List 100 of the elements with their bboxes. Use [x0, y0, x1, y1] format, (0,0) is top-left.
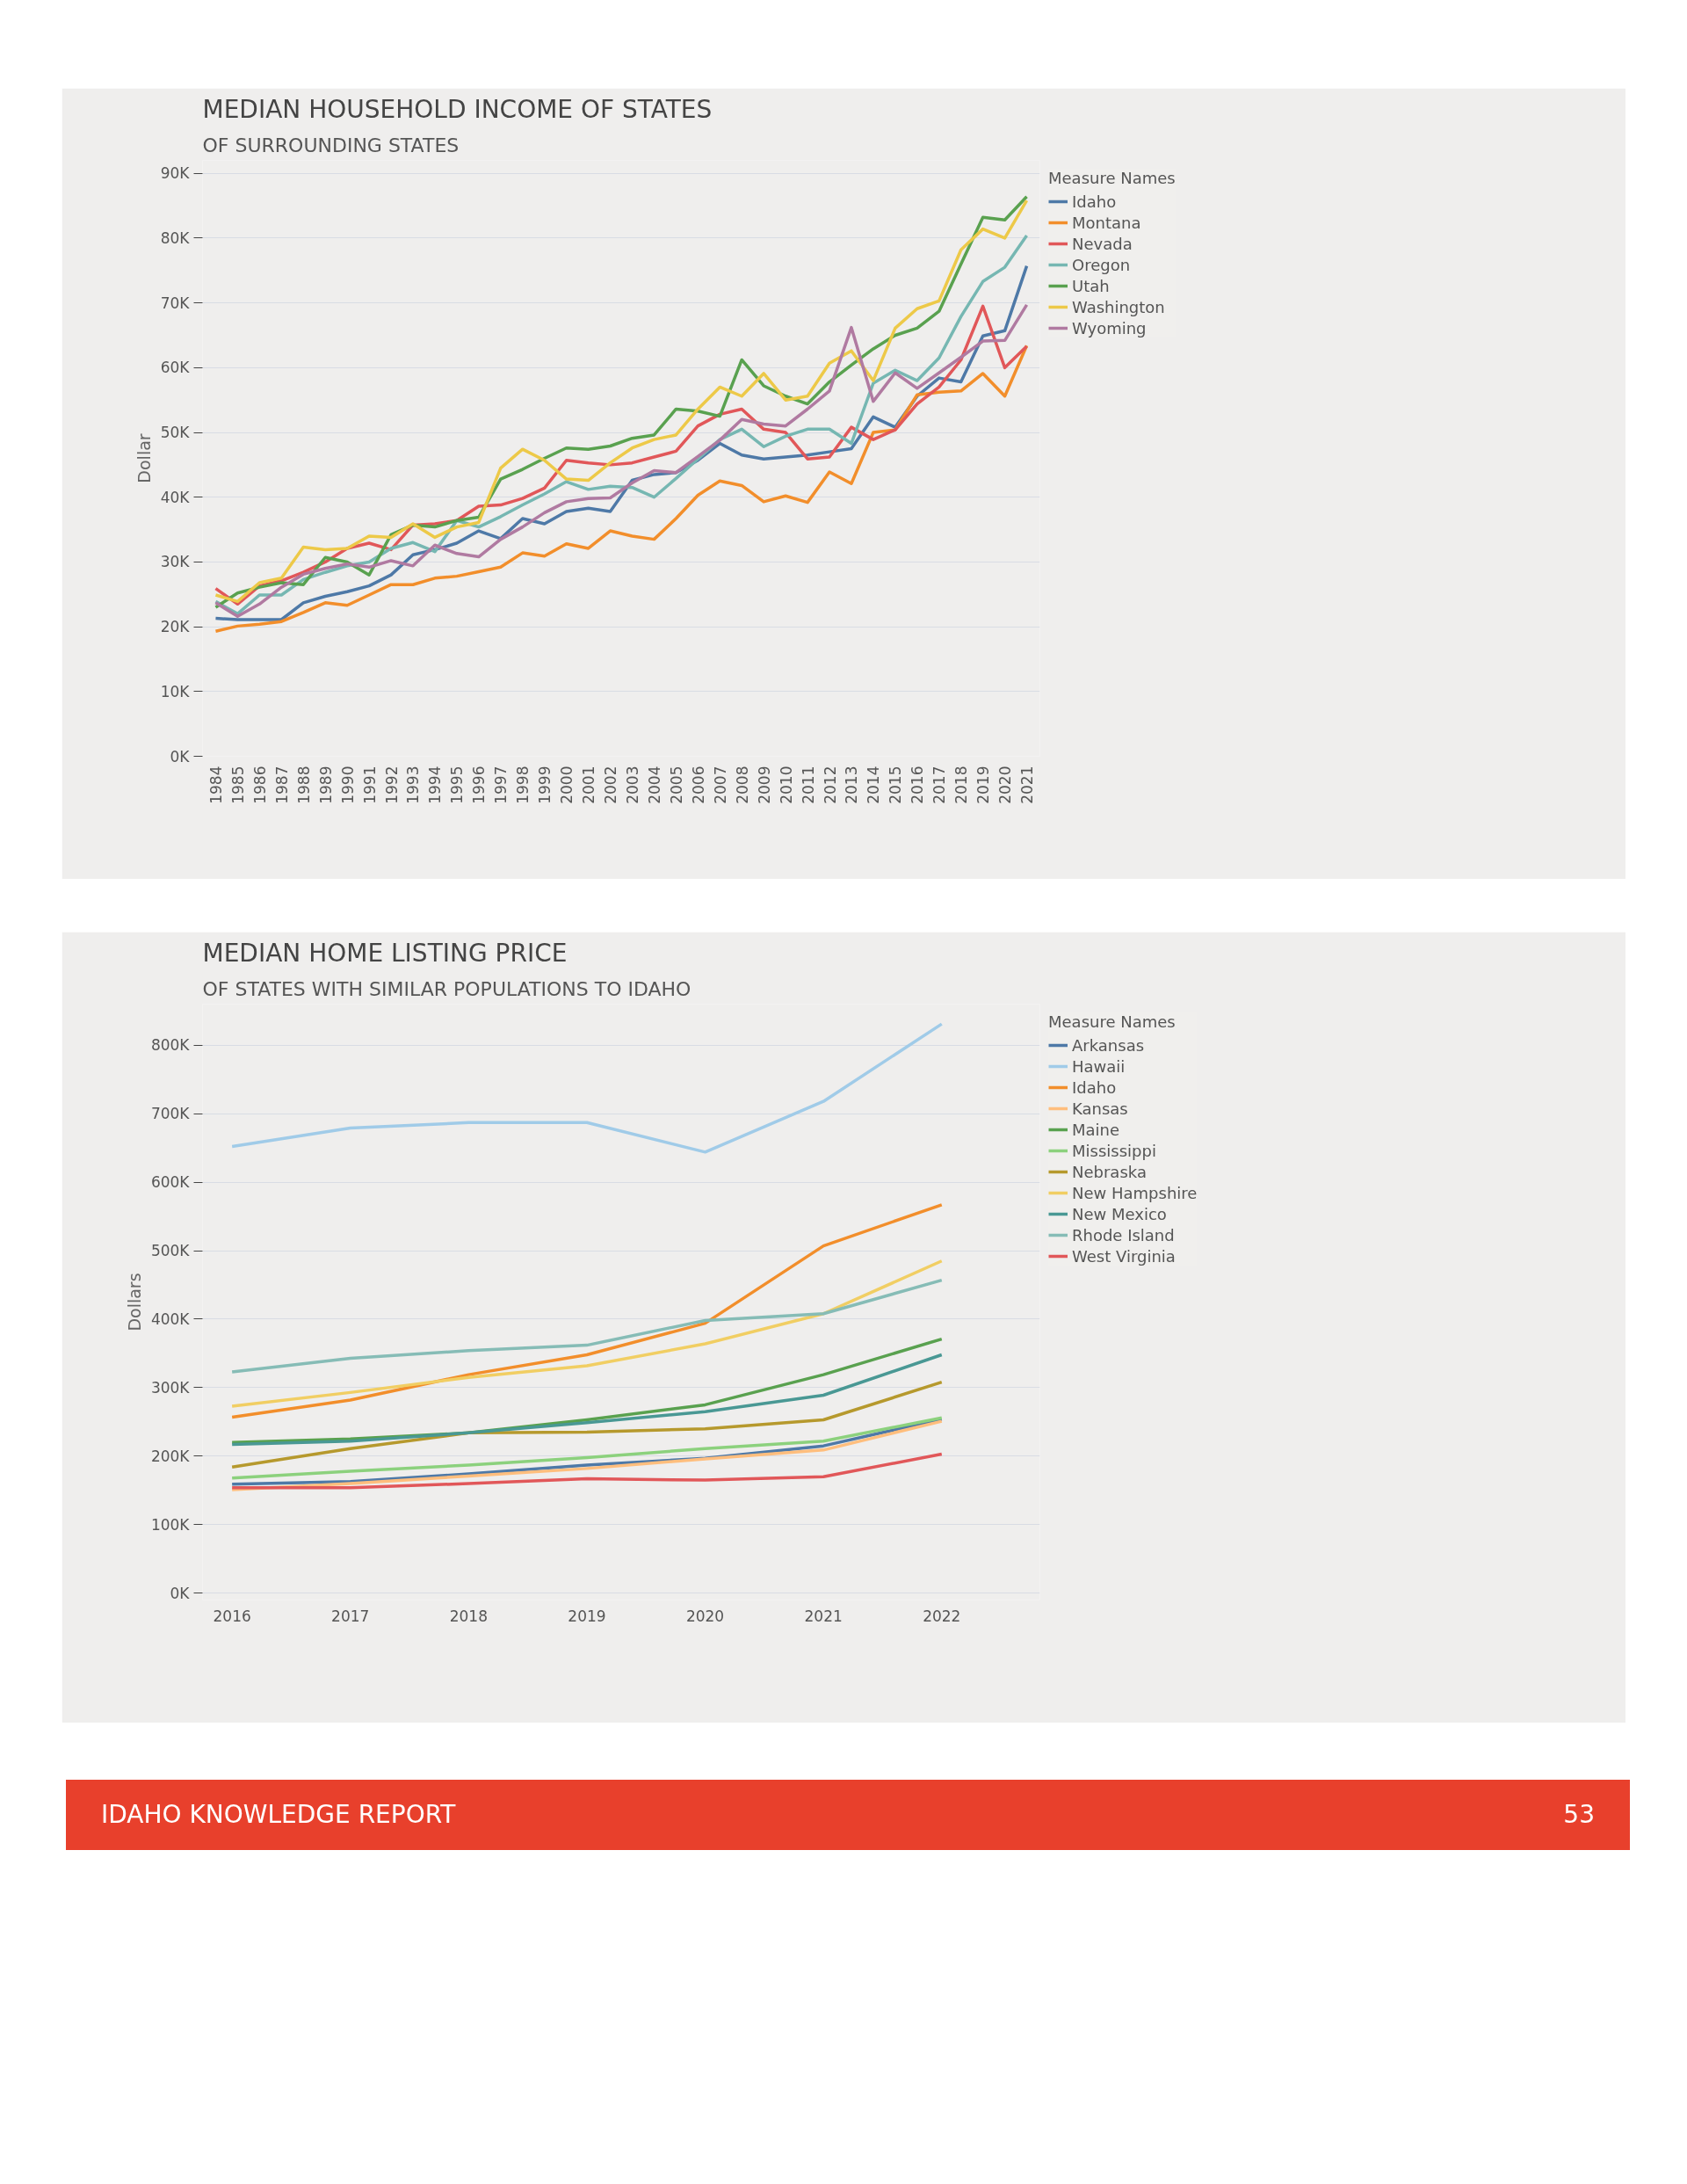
- legend-label: Rhode Island: [1072, 1225, 1175, 1244]
- x-tick-label: 2019: [568, 1607, 606, 1625]
- x-tick-label: 1984: [206, 765, 225, 804]
- x-tick-label: 1988: [294, 765, 313, 804]
- x-tick-label: 2018: [952, 765, 971, 804]
- chart-subtitle: OF STATES WITH SIMILAR POPULATIONS TO IDAHO: [202, 977, 691, 1000]
- legend-label: Montana: [1072, 213, 1141, 232]
- legend-label: Utah: [1072, 276, 1110, 295]
- legend-label: Washington: [1072, 297, 1165, 316]
- x-tick-label: 2002: [602, 765, 620, 804]
- x-tick-label: 1997: [492, 765, 510, 804]
- x-tick-label: 2020: [685, 1607, 725, 1625]
- line-series: [230, 1452, 944, 1490]
- x-tick-label: 1987: [272, 765, 291, 804]
- x-tick-label: 2014: [865, 765, 883, 804]
- x-tick-label: 1995: [448, 765, 467, 804]
- x-tick-label: 2006: [689, 765, 707, 804]
- x-tick-label: 2019: [974, 765, 993, 804]
- y-tick-label: 100K: [150, 1515, 191, 1534]
- x-tick-label: 2017: [331, 1607, 370, 1625]
- y-tick-label: 400K: [150, 1310, 191, 1328]
- x-tick-label: 1991: [360, 765, 379, 804]
- x-tick-label: 2010: [777, 765, 795, 804]
- legend-label: Wyoming: [1072, 318, 1147, 337]
- text: IDAHO KNOWLEDGE REPORT: [101, 1799, 457, 1831]
- y-axis-title: Dollar: [134, 433, 154, 483]
- x-tick-label: 2008: [733, 765, 751, 804]
- x-tick-label: 1989: [316, 765, 335, 804]
- x-tick-label: 1998: [514, 765, 532, 804]
- x-tick-label: 2003: [623, 765, 641, 804]
- legend-label: Oregon: [1072, 255, 1131, 274]
- x-tick-label: 1992: [382, 765, 401, 804]
- legend-title: Measure Names: [1048, 1012, 1177, 1031]
- line-series: [230, 1259, 944, 1408]
- x-tick-label: 2016: [213, 1607, 251, 1625]
- y-tick-label: 70K: [160, 294, 191, 312]
- x-tick-label: 1985: [228, 765, 247, 804]
- x-tick-label: 2017: [930, 765, 949, 804]
- x-tick-label: 2016: [909, 765, 927, 804]
- legend-label: Kansas: [1072, 1099, 1128, 1118]
- y-tick-label: 10K: [160, 682, 191, 700]
- x-tick-label: 1994: [426, 765, 445, 804]
- y-axis-title: Dollars: [124, 1273, 144, 1331]
- y-tick-label: 800K: [150, 1036, 191, 1055]
- legend-label: Arkansas: [1072, 1035, 1145, 1055]
- x-tick-label: 2005: [667, 765, 685, 804]
- x-tick-label: 1996: [470, 765, 489, 804]
- line-series: [230, 1203, 944, 1419]
- y-tick-label: 700K: [150, 1105, 191, 1123]
- line-series: [230, 1380, 944, 1469]
- legend-label: Nebraska: [1072, 1162, 1147, 1181]
- chart-title: MEDIAN HOME LISTING PRICE: [202, 938, 568, 968]
- x-tick-label: 2021: [804, 1607, 843, 1625]
- legend-label: New Mexico: [1072, 1204, 1167, 1223]
- legend-label: Nevada: [1072, 234, 1133, 253]
- line-series: [230, 1278, 944, 1374]
- legend-label: Maine: [1072, 1120, 1120, 1139]
- x-tick-label: 2011: [799, 765, 817, 804]
- legend-label: West Virginia: [1072, 1246, 1176, 1266]
- y-tick-label: 60K: [160, 359, 191, 377]
- chart-title: MEDIAN HOUSEHOLD INCOME OF STATES: [202, 94, 713, 124]
- x-tick-label: 1986: [250, 765, 269, 804]
- legend-title: Measure Names: [1048, 169, 1176, 187]
- y-tick-label: 40K: [160, 488, 191, 506]
- legend-label: New Hampshire: [1072, 1183, 1198, 1202]
- line-series: [214, 344, 1029, 634]
- y-tick-label: 50K: [160, 424, 191, 442]
- x-tick-label: 2001: [580, 765, 598, 804]
- x-tick-label: 2013: [843, 765, 861, 804]
- x-tick-label: 2007: [711, 765, 729, 804]
- x-tick-label: 2004: [645, 765, 663, 804]
- y-tick-label: 500K: [150, 1242, 191, 1260]
- x-tick-label: 1993: [404, 765, 423, 804]
- x-tick-label: 2020: [996, 765, 1015, 804]
- y-tick-label: 30K: [160, 553, 191, 571]
- chart-subtitle: OF SURROUNDING STATES: [202, 134, 460, 156]
- x-tick-label: 2009: [755, 765, 773, 804]
- text: 53: [1562, 1799, 1595, 1831]
- legend-label: Idaho: [1072, 192, 1117, 211]
- line-series: [230, 1022, 944, 1154]
- x-tick-label: 1999: [536, 765, 554, 804]
- y-tick-label: 80K: [160, 229, 191, 247]
- x-tick-label: 2021: [1018, 765, 1037, 804]
- line-series: [230, 1353, 944, 1447]
- x-tick-label: 1990: [338, 765, 357, 804]
- legend-label: Idaho: [1072, 1077, 1117, 1097]
- y-tick-label: 600K: [150, 1173, 191, 1192]
- x-tick-label: 2012: [821, 765, 839, 804]
- x-tick-label: 2018: [449, 1607, 488, 1625]
- x-tick-label: 2022: [923, 1607, 961, 1625]
- y-tick-label: 200K: [150, 1447, 191, 1465]
- y-tick-label: 0K: [170, 747, 191, 765]
- x-tick-label: 2000: [558, 765, 576, 804]
- y-tick-label: 90K: [160, 164, 191, 183]
- y-tick-label: 0K: [170, 1584, 191, 1602]
- legend-label: Mississippi: [1072, 1141, 1156, 1160]
- x-tick-label: 2015: [887, 765, 905, 804]
- y-tick-label: 20K: [160, 618, 191, 636]
- legend-label: Hawaii: [1072, 1056, 1126, 1076]
- y-tick-label: 300K: [150, 1378, 191, 1397]
